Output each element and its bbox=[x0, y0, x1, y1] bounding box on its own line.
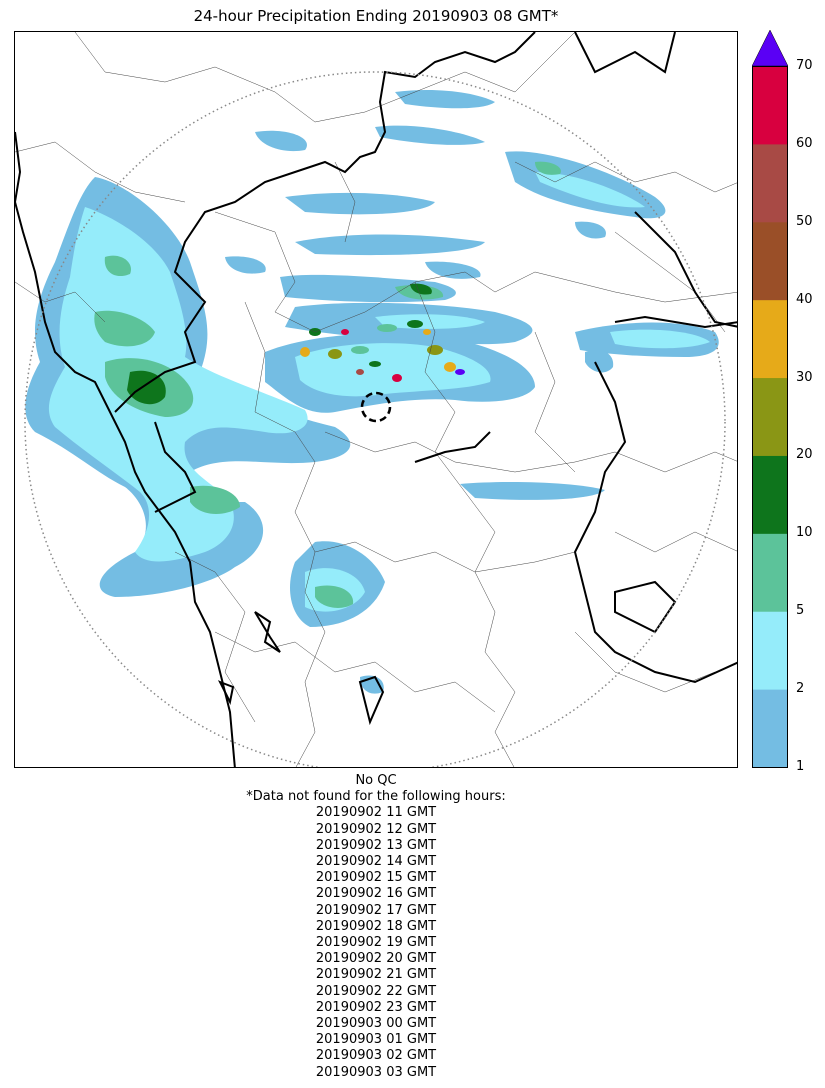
colorbar-tick-label: 50 bbox=[796, 213, 813, 229]
enclave-3 bbox=[614, 580, 677, 634]
precip-west-north bbox=[104, 255, 131, 277]
missing-hour-item: 20190902 20 GMT bbox=[315, 951, 437, 967]
state-border-south bbox=[154, 421, 197, 513]
precipitation-map bbox=[14, 31, 738, 768]
precip-convective-cells bbox=[300, 320, 465, 382]
colorbar-segment bbox=[752, 455, 788, 534]
state-border-east-3 bbox=[614, 315, 737, 329]
precip-band-mid bbox=[375, 314, 485, 329]
cell-8 bbox=[444, 362, 456, 372]
precip-north-streak-2 bbox=[375, 125, 485, 145]
missing-hour-item: 20190902 19 GMT bbox=[315, 935, 437, 951]
precip-west-core bbox=[94, 310, 155, 347]
precip-ne-small bbox=[575, 221, 606, 239]
precip-east-small bbox=[585, 350, 614, 373]
precip-east-mid-2 bbox=[610, 329, 710, 349]
precip-north-streak bbox=[395, 90, 495, 109]
state-boundaries bbox=[15, 32, 737, 767]
colorbar-segment bbox=[752, 66, 788, 145]
admin-boundaries bbox=[15, 32, 737, 767]
precip-center-small bbox=[425, 261, 481, 279]
missing-hour-item: 20190902 12 GMT bbox=[315, 821, 437, 837]
range-ring bbox=[24, 71, 726, 767]
missing-hours-list: 20190902 11 GMT 20190902 12 GMT 20190902 1… bbox=[14, 805, 738, 1080]
colorbar-tick-label: 5 bbox=[796, 603, 805, 619]
cell-10 bbox=[356, 369, 364, 375]
cell-11 bbox=[455, 369, 465, 375]
missing-hour-item: 20190902 11 GMT bbox=[315, 805, 437, 821]
missing-hour-item: 20190903 02 GMT bbox=[315, 1048, 437, 1064]
colorbar-segments bbox=[752, 66, 788, 768]
cell-4 bbox=[407, 320, 423, 328]
cell-3 bbox=[377, 324, 397, 332]
colorbar-segment bbox=[752, 299, 788, 379]
missing-hour-item: 20190902 16 GMT bbox=[315, 886, 437, 902]
colorbar-segment bbox=[752, 143, 788, 223]
colorbar-tick-label: 40 bbox=[796, 291, 813, 307]
precip-ne-core bbox=[535, 161, 561, 175]
colorbar-tick-label: 20 bbox=[796, 447, 813, 463]
missing-hour-item: 20190903 00 GMT bbox=[315, 1016, 437, 1032]
precip-mid-left bbox=[225, 256, 266, 274]
enclave-2 bbox=[358, 675, 385, 726]
colorbar-tick-label: 30 bbox=[796, 369, 813, 385]
cell-14 bbox=[369, 361, 381, 367]
state-border-west bbox=[114, 32, 536, 413]
colorbar-segment bbox=[752, 377, 788, 456]
colorbar-segment bbox=[752, 611, 788, 690]
missing-hour-item: 20190902 22 GMT bbox=[315, 983, 437, 999]
cell-12 bbox=[341, 329, 349, 335]
state-border-east-2 bbox=[634, 211, 737, 328]
colorbar-tick-label: 70 bbox=[796, 58, 813, 73]
colorbar-segment bbox=[752, 533, 788, 612]
precip-core-mid bbox=[295, 343, 491, 397]
precip-upper-left bbox=[255, 130, 307, 152]
missing-hour-item: 20190903 01 GMT bbox=[315, 1032, 437, 1048]
missing-hour-item: 20190903 03 GMT bbox=[315, 1064, 437, 1080]
missing-hour-item: 20190902 15 GMT bbox=[315, 870, 437, 886]
colorbar-segment bbox=[752, 221, 788, 301]
colorbar-segment bbox=[752, 689, 788, 768]
coastline bbox=[15, 131, 236, 767]
missing-hour-item: 20190902 14 GMT bbox=[315, 854, 437, 870]
precip-sw-core bbox=[190, 485, 240, 514]
cell-2 bbox=[351, 346, 369, 354]
cell-5 bbox=[300, 347, 310, 357]
colorbar bbox=[752, 30, 788, 768]
cell-9 bbox=[392, 374, 402, 382]
missing-hour-item: 20190902 17 GMT bbox=[315, 902, 437, 918]
precip-upper-mid bbox=[285, 192, 435, 215]
colorbar-tick-label: 1 bbox=[796, 759, 805, 774]
footer-notes: No QC *Data not found for the following … bbox=[14, 773, 738, 1081]
state-border-east bbox=[574, 32, 676, 74]
state-border-center bbox=[414, 431, 491, 463]
missing-hour-item: 20190902 21 GMT bbox=[315, 967, 437, 983]
missing-hour-item: 20190902 23 GMT bbox=[315, 999, 437, 1015]
missing-hour-item: 20190902 18 GMT bbox=[315, 918, 437, 934]
enclave-1 bbox=[254, 611, 281, 653]
precip-center-heavy bbox=[410, 283, 432, 295]
qc-note: No QC bbox=[355, 773, 397, 788]
precip-east-mid bbox=[460, 482, 605, 500]
precip-ne-mid bbox=[535, 172, 645, 208]
missing-data-header: *Data not found for the following hours: bbox=[246, 789, 506, 805]
precip-south-core bbox=[315, 585, 354, 608]
cell-1 bbox=[328, 349, 342, 359]
missing-hour-item: 20190902 13 GMT bbox=[315, 837, 437, 853]
cell-13 bbox=[423, 329, 431, 335]
colorbar-outline bbox=[752, 66, 788, 768]
colorbar-tick-label: 2 bbox=[796, 681, 805, 697]
precip-upper-mid-2 bbox=[295, 234, 485, 256]
radar-site-marker bbox=[360, 391, 392, 423]
enclave-4 bbox=[217, 680, 235, 706]
map-canvas bbox=[15, 32, 737, 767]
state-border-east-4 bbox=[573, 361, 737, 684]
colorbar-tick-label: 10 bbox=[796, 525, 813, 541]
colorbar-overflow-triangle bbox=[752, 30, 788, 67]
map-title: 24-hour Precipitation Ending 20190903 08… bbox=[193, 7, 559, 25]
colorbar-tick-label: 60 bbox=[796, 135, 813, 151]
colorbar-tick-labels: 1 2 5 10 20 30 40 50 60 70 bbox=[796, 0, 825, 800]
